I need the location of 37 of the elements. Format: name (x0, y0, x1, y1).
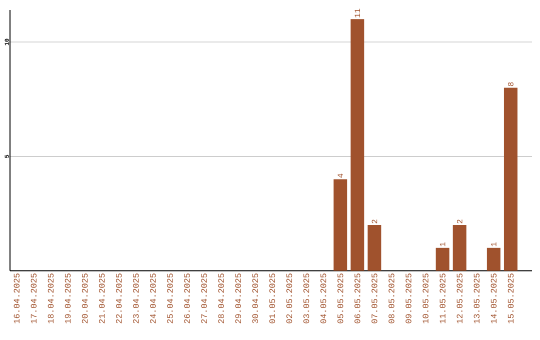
x-tick-label: 26.04.2025 (184, 274, 190, 324)
x-tick-label: 09.05.2025 (406, 274, 412, 324)
bar (486, 248, 500, 271)
x-tick-label: 07.05.2025 (372, 274, 378, 324)
x-tick-label: 13.05.2025 (474, 274, 480, 324)
x-tick-label: 15.05.2025 (508, 274, 514, 324)
x-tick-label: 10.05.2025 (422, 274, 428, 324)
x-tick-label: 17.04.2025 (30, 274, 37, 324)
bar (368, 225, 382, 271)
x-tick-label: 04.05.2025 (320, 274, 326, 324)
bar (504, 88, 518, 271)
x-tick-label: 01.05.2025 (269, 274, 276, 324)
x-tick-label: 03.05.2025 (303, 274, 310, 324)
x-tick-label: 27.04.2025 (201, 274, 207, 324)
x-tick-label: 21.04.2025 (98, 274, 105, 324)
x-tick-label: 22.04.2025 (116, 274, 122, 324)
x-tick-label: 28.04.2025 (218, 274, 224, 324)
x-tick-label: 11.05.2025 (440, 274, 446, 324)
x-tick-label: 24.04.2025 (150, 274, 156, 324)
bar (452, 225, 466, 271)
x-tick-label: 08.05.2025 (388, 274, 394, 324)
x-tick-label: 30.04.2025 (252, 274, 258, 324)
x-tick-label: 16.04.2025 (14, 274, 20, 324)
x-tick-label: 02.05.2025 (286, 274, 292, 324)
x-tick-label: 23.04.2025 (133, 274, 139, 324)
x-tick-label: 14.05.2025 (490, 274, 497, 324)
x-tick-label: 12.05.2025 (456, 274, 462, 324)
x-tick-label: 25.04.2025 (167, 274, 173, 324)
x-tick-label: 29.04.2025 (235, 274, 241, 324)
x-tick-label: 20.04.2025 (82, 274, 88, 324)
x-tick-label: 19.04.2025 (64, 274, 71, 324)
x-tick-label: 06.05.2025 (354, 274, 360, 324)
x-tick-label: 05.05.2025 (337, 274, 344, 324)
bar (350, 19, 364, 271)
bar (436, 248, 450, 271)
bar (334, 179, 348, 271)
x-tick-label: 18.04.2025 (48, 274, 54, 324)
